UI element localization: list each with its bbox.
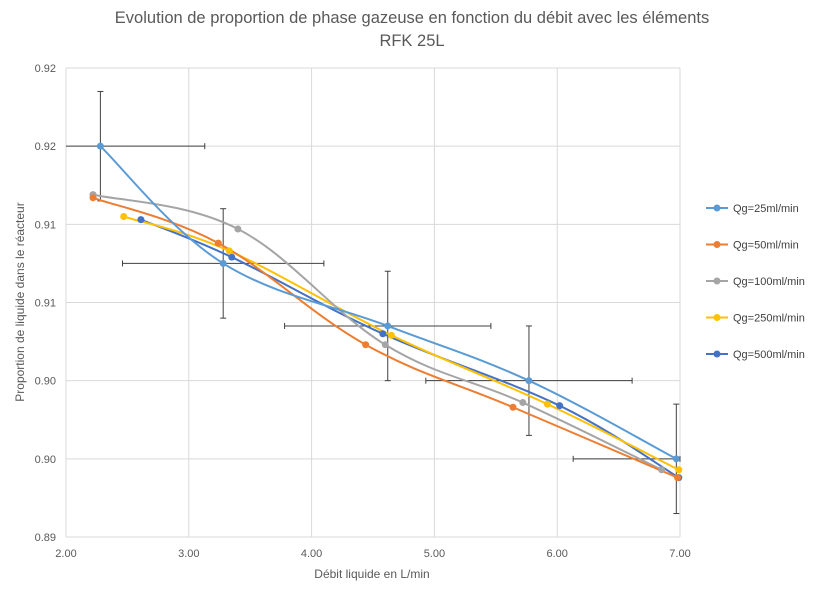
data-point-series-2 <box>381 341 389 349</box>
legend-label: Qg=25ml/min <box>733 203 799 215</box>
series-line-1 <box>92 196 678 479</box>
data-point-series-3 <box>225 247 233 255</box>
y-tick-label: 0.90 <box>35 454 56 466</box>
data-point-series-1 <box>214 239 222 247</box>
data-point-series-3 <box>675 466 683 474</box>
legend-label: Qg=500ml/min <box>733 349 805 361</box>
y-axis-title: Proportion de liquide dans le réacteur <box>13 202 27 401</box>
data-point-series-3 <box>120 213 128 221</box>
data-point-series-3 <box>543 400 551 408</box>
data-point-series-0 <box>384 322 392 330</box>
legend-marker <box>713 350 721 358</box>
legend-label: Qg=250ml/min <box>733 313 805 325</box>
y-tick-label: 0.91 <box>35 298 56 310</box>
x-tick-label: 5.00 <box>424 548 445 560</box>
data-point-series-2 <box>658 466 666 474</box>
data-point-series-1 <box>362 341 370 349</box>
legend-marker <box>713 314 721 321</box>
x-tick-label: 6.00 <box>546 548 567 560</box>
series-lines <box>92 145 680 479</box>
y-axis-tick-labels: 0.89 0.90 0.90 0.91 0.91 0.92 0.92 <box>35 63 56 544</box>
x-axis-title: Débit liquide en L/min <box>314 567 429 581</box>
data-point-series-4 <box>137 216 145 224</box>
data-point-series-3 <box>387 331 395 339</box>
y-tick-label: 0.89 <box>35 532 56 544</box>
y-tick-label: 0.92 <box>35 63 56 75</box>
data-point-series-4 <box>228 253 236 261</box>
y-tick-label: 0.91 <box>35 219 56 231</box>
legend: Qg=25ml/min Qg=50ml/min Qg=100ml/min Qg=250… <box>706 203 805 361</box>
legend-marker <box>713 241 721 248</box>
data-point-series-1 <box>509 403 517 411</box>
x-tick-label: 7.00 <box>669 548 690 560</box>
y-tick-label: 0.92 <box>35 141 56 153</box>
x-tick-label: 2.00 <box>55 548 76 560</box>
grid-lines <box>65 67 681 538</box>
series-line-3 <box>123 215 680 471</box>
x-tick-label: 4.00 <box>301 548 322 560</box>
legend-marker <box>713 204 721 212</box>
legend-marker <box>713 277 721 285</box>
x-axis-tick-labels: 2.00 3.00 4.00 5.00 6.00 7.00 <box>55 548 690 560</box>
data-point-series-2 <box>234 225 242 233</box>
data-point-series-4 <box>556 402 564 410</box>
data-point-series-4 <box>379 330 387 338</box>
data-points <box>89 142 683 482</box>
chart-title-line1: Evolution de proportion de phase gazeuse… <box>115 9 709 27</box>
data-point-series-0 <box>96 142 104 150</box>
data-point-series-1 <box>674 474 682 482</box>
data-point-series-0 <box>672 455 680 463</box>
data-point-series-1 <box>89 194 97 202</box>
legend-label: Qg=50ml/min <box>733 240 799 252</box>
y-tick-label: 0.90 <box>35 376 56 388</box>
legend-label: Qg=100ml/min <box>733 276 805 288</box>
data-point-series-0 <box>219 259 227 267</box>
chart-title-line2: RFK 25L <box>379 32 444 50</box>
x-tick-label: 3.00 <box>178 548 199 560</box>
data-point-series-2 <box>519 399 527 407</box>
data-point-series-0 <box>525 377 533 385</box>
